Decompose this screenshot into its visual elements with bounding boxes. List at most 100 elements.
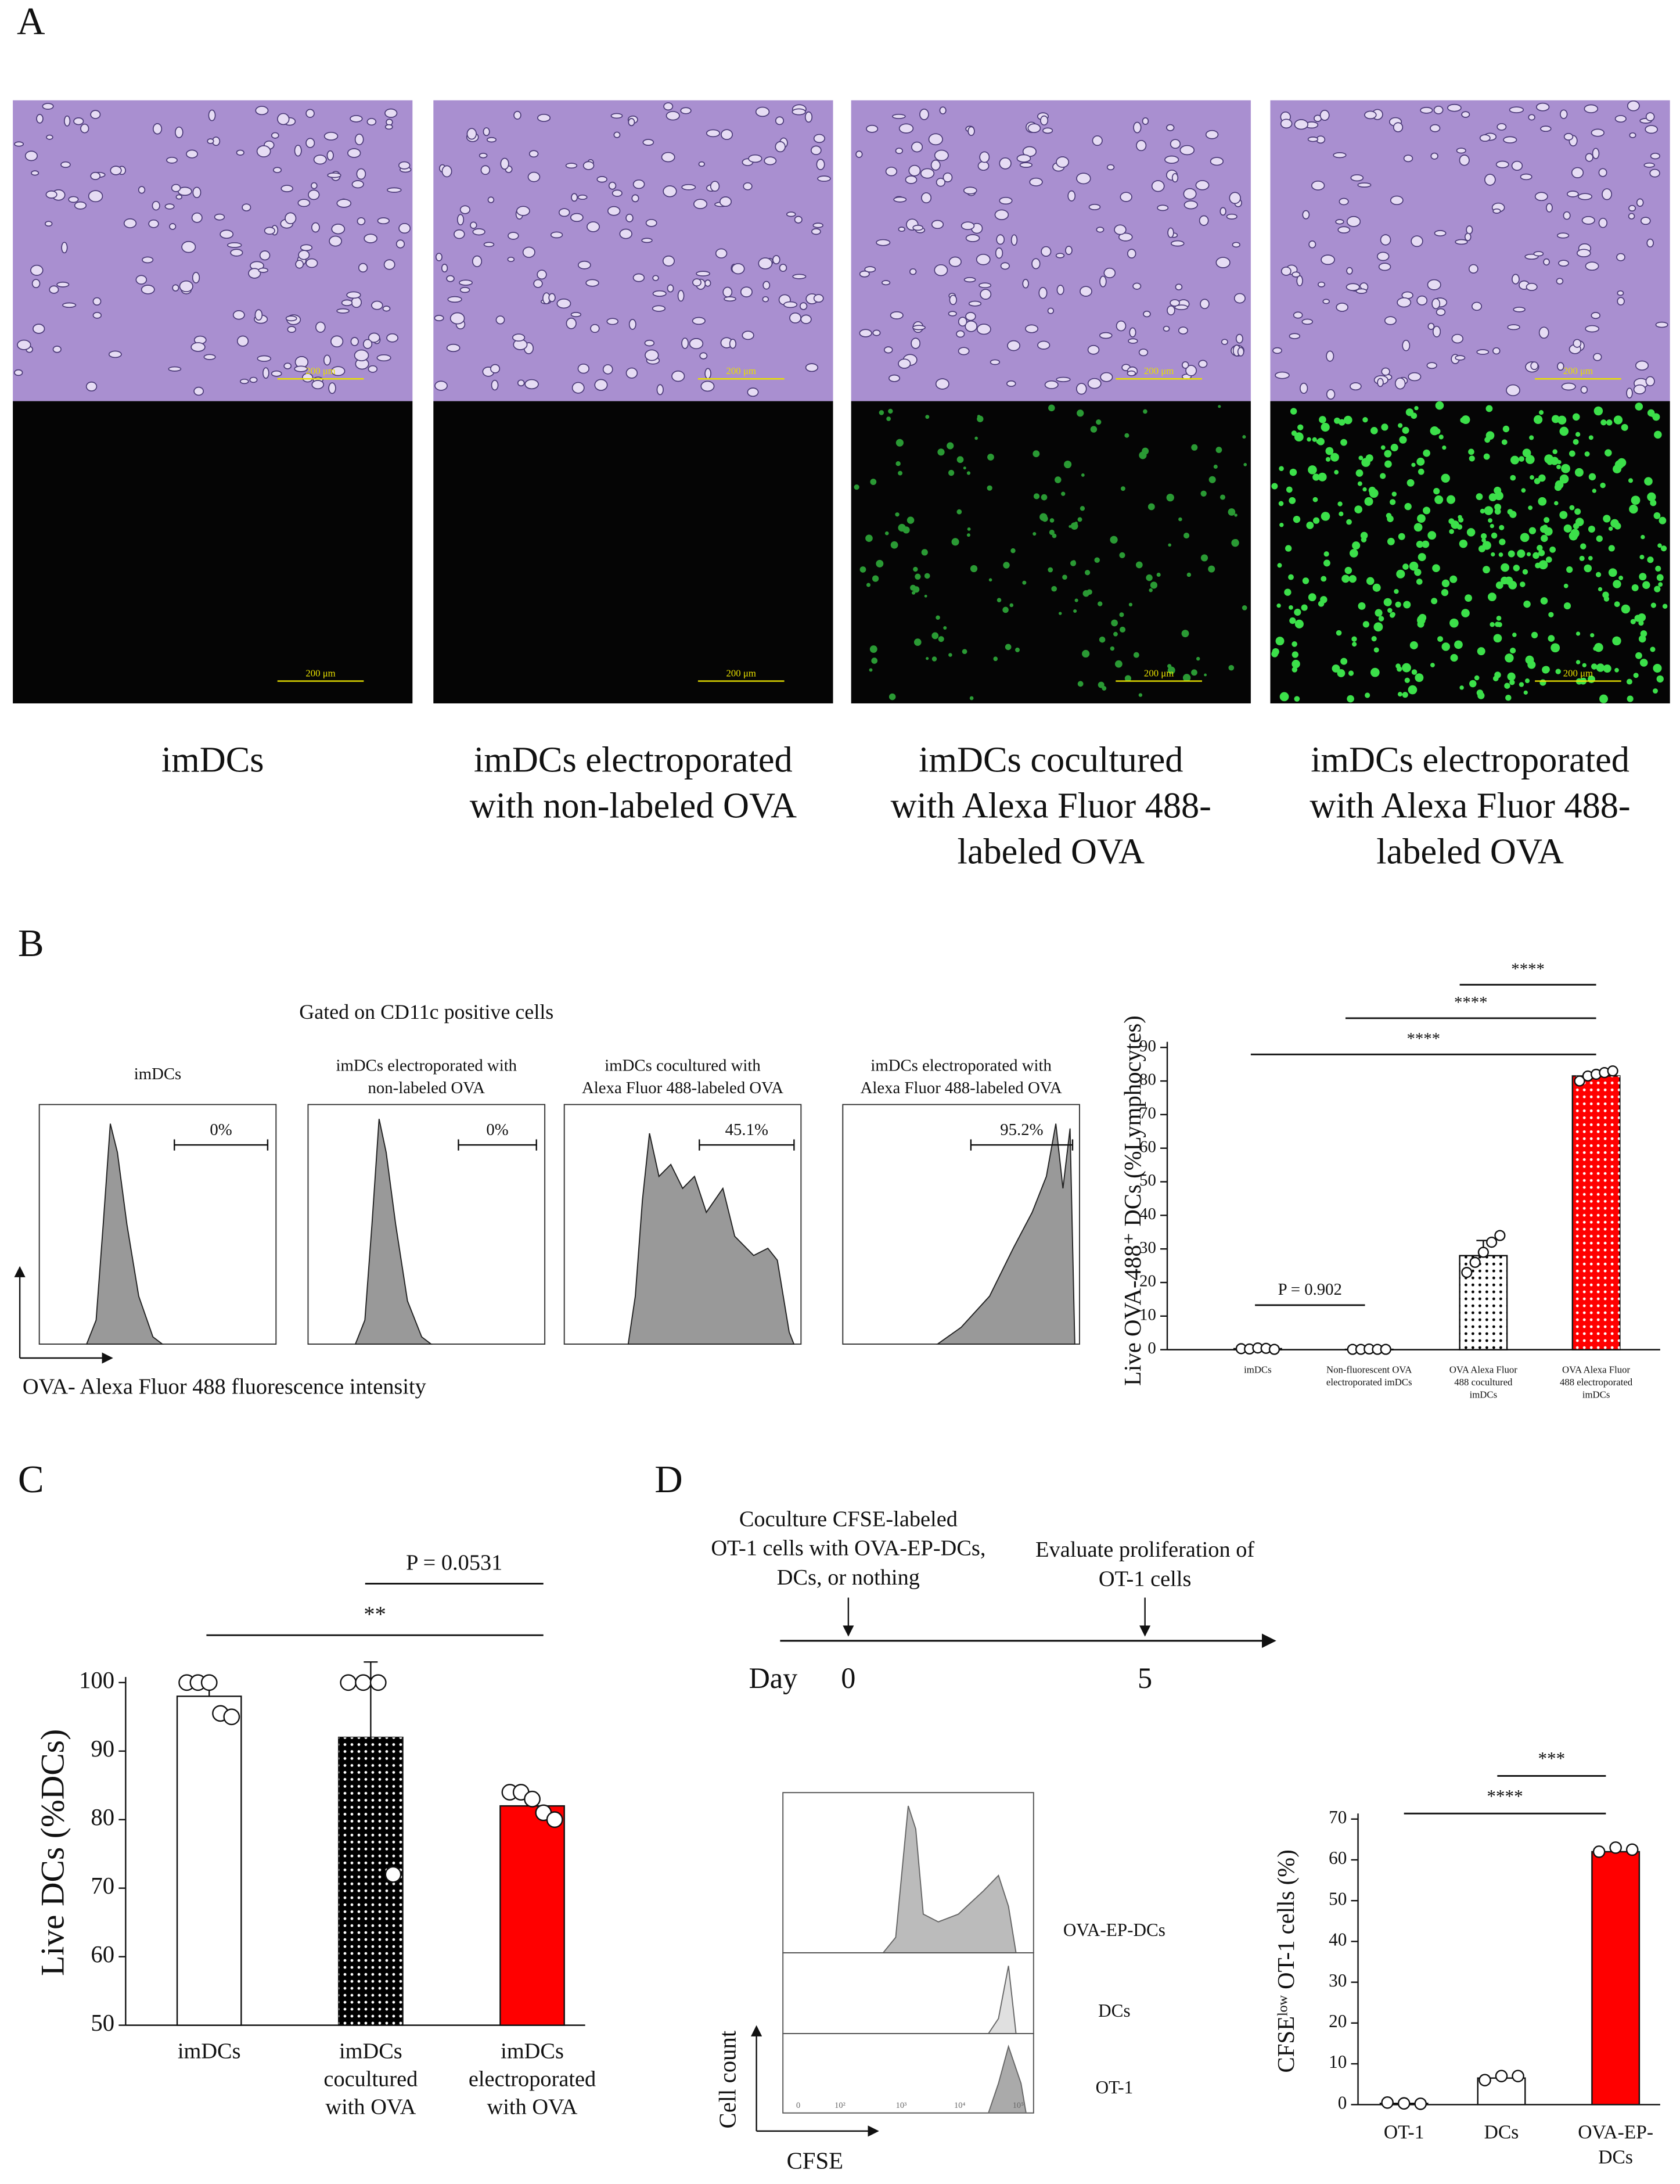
data-point xyxy=(1609,1841,1622,1854)
fluorescent-cell xyxy=(1508,550,1515,558)
fluorescent-cell xyxy=(1033,493,1040,500)
fluorescent-cell xyxy=(1488,592,1496,602)
significance-label: **** xyxy=(1454,993,1488,1012)
fluorescent-cell xyxy=(1606,419,1613,426)
cell xyxy=(1464,232,1472,242)
fluorescent-cell xyxy=(1535,562,1541,569)
cell xyxy=(1629,132,1636,138)
cell xyxy=(692,278,702,287)
fluorescent-cell xyxy=(1639,659,1648,667)
cell xyxy=(301,373,314,383)
cell xyxy=(1163,325,1170,332)
column-caption: with non-labeled OVA xyxy=(470,786,797,826)
cell xyxy=(1317,281,1326,288)
timeline-label: Day xyxy=(749,1662,797,1694)
cell xyxy=(528,150,539,158)
fluorescent-cell xyxy=(1538,497,1547,506)
fluorescent-cell xyxy=(1652,413,1660,421)
fluorescent-cell xyxy=(956,509,962,515)
y-tick-label: 70 xyxy=(1329,1807,1347,1827)
cell xyxy=(1451,333,1463,344)
fluorescent-cell xyxy=(1438,434,1444,440)
fluorescent-cell xyxy=(1215,447,1222,453)
fluorescent-cell xyxy=(1349,549,1358,558)
cell xyxy=(919,109,929,120)
cell xyxy=(384,124,393,130)
fluorescent-cell xyxy=(1437,636,1444,642)
fluorescent-cell xyxy=(1312,473,1320,481)
fluorescent-cell xyxy=(1641,534,1645,540)
cell xyxy=(1390,195,1404,206)
cell xyxy=(1602,188,1613,200)
column-caption: imDCs xyxy=(161,739,264,780)
fluorescent-cell xyxy=(1555,480,1564,489)
fluorescent-cell xyxy=(1208,565,1215,573)
cell xyxy=(1076,173,1091,185)
cell xyxy=(1655,321,1668,328)
fluorescent-cell xyxy=(988,578,992,582)
cell xyxy=(632,273,645,282)
fluorescent-cell xyxy=(1408,685,1418,695)
cell xyxy=(1533,251,1544,257)
cell xyxy=(1411,235,1423,247)
cell xyxy=(652,305,666,312)
fluorescent-cell xyxy=(1284,588,1292,596)
phase-image xyxy=(13,100,413,401)
fluorescent-cell xyxy=(1049,518,1055,523)
cell xyxy=(1455,239,1468,245)
fluorescent-cell xyxy=(1414,405,1419,411)
fluorescent-cell xyxy=(1647,492,1656,502)
cell xyxy=(466,128,477,140)
cell xyxy=(1592,148,1600,159)
fluorescent-cell xyxy=(1459,539,1468,548)
fluorescent-cell xyxy=(1418,613,1427,622)
cell xyxy=(1055,253,1065,258)
fluorescent-cell xyxy=(913,566,918,572)
cell xyxy=(1025,324,1039,333)
column-caption: with Alexa Fluor 488- xyxy=(1310,786,1630,826)
cell xyxy=(384,108,398,118)
fluorescent-cell xyxy=(1569,505,1575,511)
fluorescent-cell xyxy=(1308,593,1316,602)
cell xyxy=(447,296,462,303)
fluorescent-cell xyxy=(993,656,998,662)
x-tick-label: imDCs xyxy=(1582,1389,1610,1400)
cell xyxy=(490,364,501,373)
cell xyxy=(24,150,38,161)
cell xyxy=(888,374,901,382)
fluorescent-cell xyxy=(1614,601,1620,608)
fluorescent-cell xyxy=(1490,622,1495,627)
cell xyxy=(1471,301,1483,311)
cell xyxy=(33,324,45,334)
fluorescent-cell xyxy=(956,456,964,464)
fluorescent-cell xyxy=(1312,497,1318,502)
gate xyxy=(970,1139,1074,1151)
fluorescent-cell xyxy=(859,566,866,573)
fluorescent-cell xyxy=(1033,531,1037,536)
fluorescent-cell xyxy=(997,598,1002,602)
cell xyxy=(1151,180,1165,192)
cell xyxy=(73,117,84,125)
cell xyxy=(315,321,326,333)
cell xyxy=(1598,217,1608,228)
cell xyxy=(619,228,632,239)
fluorescent-cell xyxy=(1525,678,1530,684)
fluorescent-cell xyxy=(1523,690,1528,695)
cell xyxy=(287,326,297,333)
fluorescent-cell xyxy=(1491,532,1498,539)
cell xyxy=(1576,249,1591,257)
x-tick-label: OVA-EP- xyxy=(1578,2121,1653,2143)
fluorescent-cell xyxy=(1418,553,1426,562)
bar xyxy=(499,1805,565,2026)
fluorescent-cell xyxy=(1380,445,1386,450)
fluorescent-cell xyxy=(1010,548,1016,554)
fluorescent-cell xyxy=(1405,408,1414,416)
fluorescent-cell xyxy=(1396,569,1405,579)
fluorescent-cell xyxy=(1510,647,1516,654)
cell xyxy=(368,332,380,343)
cell xyxy=(441,165,452,178)
fluorescent-cell xyxy=(1048,404,1055,412)
fluorescent-cell xyxy=(1364,497,1373,506)
fluorescent-cell xyxy=(1143,409,1147,414)
cell xyxy=(864,266,876,273)
